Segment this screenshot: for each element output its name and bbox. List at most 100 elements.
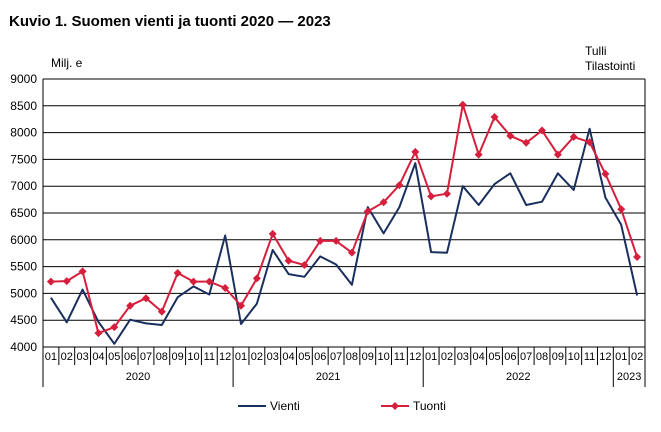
x-tick-label: 04 <box>92 351 104 363</box>
x-tick-label: 08 <box>536 351 548 363</box>
x-tick-label: 10 <box>187 351 199 363</box>
x-tick-label: 12 <box>219 351 231 363</box>
x-tick-label: 05 <box>488 351 500 363</box>
tuonti-point <box>62 277 71 286</box>
tuonti-point <box>110 323 119 332</box>
y-tick-labels: 4000 4500 5000 5500 6000 6500 7000 7500 8000 8500… <box>10 72 37 354</box>
y-tick-label: 7000 <box>10 179 37 193</box>
tuonti-point <box>157 307 166 316</box>
x-tick-labels: 01 02 03 04 05 06 07 08 09 10 11 12 01 02 03 04 05 06 07 08… <box>45 351 643 383</box>
x-tick-label: 07 <box>520 351 532 363</box>
tuonti-point <box>379 198 388 207</box>
tuonti-point <box>94 329 103 338</box>
x-tick-label: 05 <box>298 351 310 363</box>
year-label: 2021 <box>316 371 340 383</box>
series <box>46 100 642 345</box>
x-tick-label: 07 <box>140 351 152 363</box>
x-tick-label: 01 <box>425 351 437 363</box>
chart-title: Kuvio 1. Suomen vienti ja tuonti 2020 — … <box>9 13 331 30</box>
tuonti-point <box>490 113 499 122</box>
source-label: Tulli Tilastointi <box>585 44 635 74</box>
year-label: 2022 <box>506 371 530 383</box>
y-tick-label: 5500 <box>10 260 37 274</box>
x-tick-label: 02 <box>251 351 263 363</box>
x-tick-label: 04 <box>282 351 294 363</box>
tuonti-point <box>617 205 626 214</box>
tuonti-point <box>395 181 404 190</box>
y-tick-label: 8000 <box>10 126 37 140</box>
gridlines <box>43 78 645 348</box>
tuonti-point <box>427 192 436 201</box>
year-label: 2020 <box>126 371 150 383</box>
x-tick-label: 01 <box>45 351 57 363</box>
x-tick-label: 01 <box>615 351 627 363</box>
y-tick-label: 7500 <box>10 152 37 166</box>
tuonti-point <box>553 150 562 159</box>
tuonti-point <box>538 126 547 135</box>
tuonti-point <box>601 169 610 178</box>
y-tick-label: 5000 <box>10 286 37 300</box>
x-tick-label: 06 <box>504 351 516 363</box>
tuonti-point <box>221 284 230 293</box>
tuonti-point <box>474 150 483 159</box>
tuonti-point <box>189 277 198 286</box>
x-tick-label: 02 <box>441 351 453 363</box>
x-tick-label: 07 <box>330 351 342 363</box>
tuonti-point <box>237 301 246 310</box>
tuonti-point <box>284 256 293 265</box>
y-axis-label: Milj. e <box>51 56 83 70</box>
tuonti-point <box>506 131 515 140</box>
source-line-2: Tilastointi <box>585 59 636 73</box>
tuonti-point <box>46 277 55 286</box>
y-tick-label: 4000 <box>10 340 37 354</box>
vienti-line <box>50 127 639 345</box>
x-tick-label: 11 <box>394 351 405 363</box>
x-tick-label: 12 <box>409 351 421 363</box>
legend-marker-tuonti[interactable] <box>391 402 399 410</box>
x-tick-label: 09 <box>172 351 184 363</box>
tuonti-point <box>347 248 356 257</box>
x-tick-label: 02 <box>631 351 643 363</box>
tuonti-point <box>173 269 182 278</box>
x-tick-label: 08 <box>346 351 358 363</box>
tuonti-point <box>268 229 277 238</box>
tuonti-point <box>205 277 214 286</box>
tuonti-point <box>126 301 135 310</box>
tuonti-point <box>633 252 642 261</box>
y-tick-label: 8500 <box>10 99 37 113</box>
tuonti-point <box>522 138 531 147</box>
x-tick-label: 05 <box>108 351 120 363</box>
tuonti-line <box>50 103 639 335</box>
tuonti-point <box>585 138 594 147</box>
tuonti-point <box>458 100 467 109</box>
x-tick-label: 10 <box>377 351 389 363</box>
tuonti-point <box>78 267 87 276</box>
tuonti-point <box>316 236 325 245</box>
x-tick-label: 02 <box>61 351 73 363</box>
x-tick-label: 01 <box>235 351 247 363</box>
tuonti-point <box>300 260 309 269</box>
y-tick-label: 6500 <box>10 206 37 220</box>
tuonti-point <box>332 236 341 245</box>
x-tick-label: 11 <box>204 351 215 363</box>
x-tick-label: 10 <box>568 351 580 363</box>
x-tick-label: 11 <box>584 351 595 363</box>
x-tick-label: 09 <box>362 351 374 363</box>
x-tick-label: 03 <box>76 351 88 363</box>
tuonti-point <box>252 274 261 283</box>
tuonti-point <box>411 147 420 156</box>
y-tick-label: 6000 <box>10 233 37 247</box>
x-tick-label: 03 <box>457 351 469 363</box>
tuonti-point <box>363 207 372 216</box>
year-label: 2023 <box>617 371 641 383</box>
x-tick-label: 03 <box>267 351 279 363</box>
tuonti-point <box>141 294 150 303</box>
tuonti-point <box>442 189 451 198</box>
y-tick-label: 4500 <box>10 313 37 327</box>
legend-label-vienti[interactable]: Vienti <box>270 399 300 413</box>
legend[interactable]: Vienti Tuonti <box>238 399 446 413</box>
y-tick-label: 9000 <box>10 72 37 86</box>
source-line-1: Tulli <box>585 44 607 58</box>
legend-label-tuonti[interactable]: Tuonti <box>413 399 446 413</box>
axes <box>42 79 646 387</box>
